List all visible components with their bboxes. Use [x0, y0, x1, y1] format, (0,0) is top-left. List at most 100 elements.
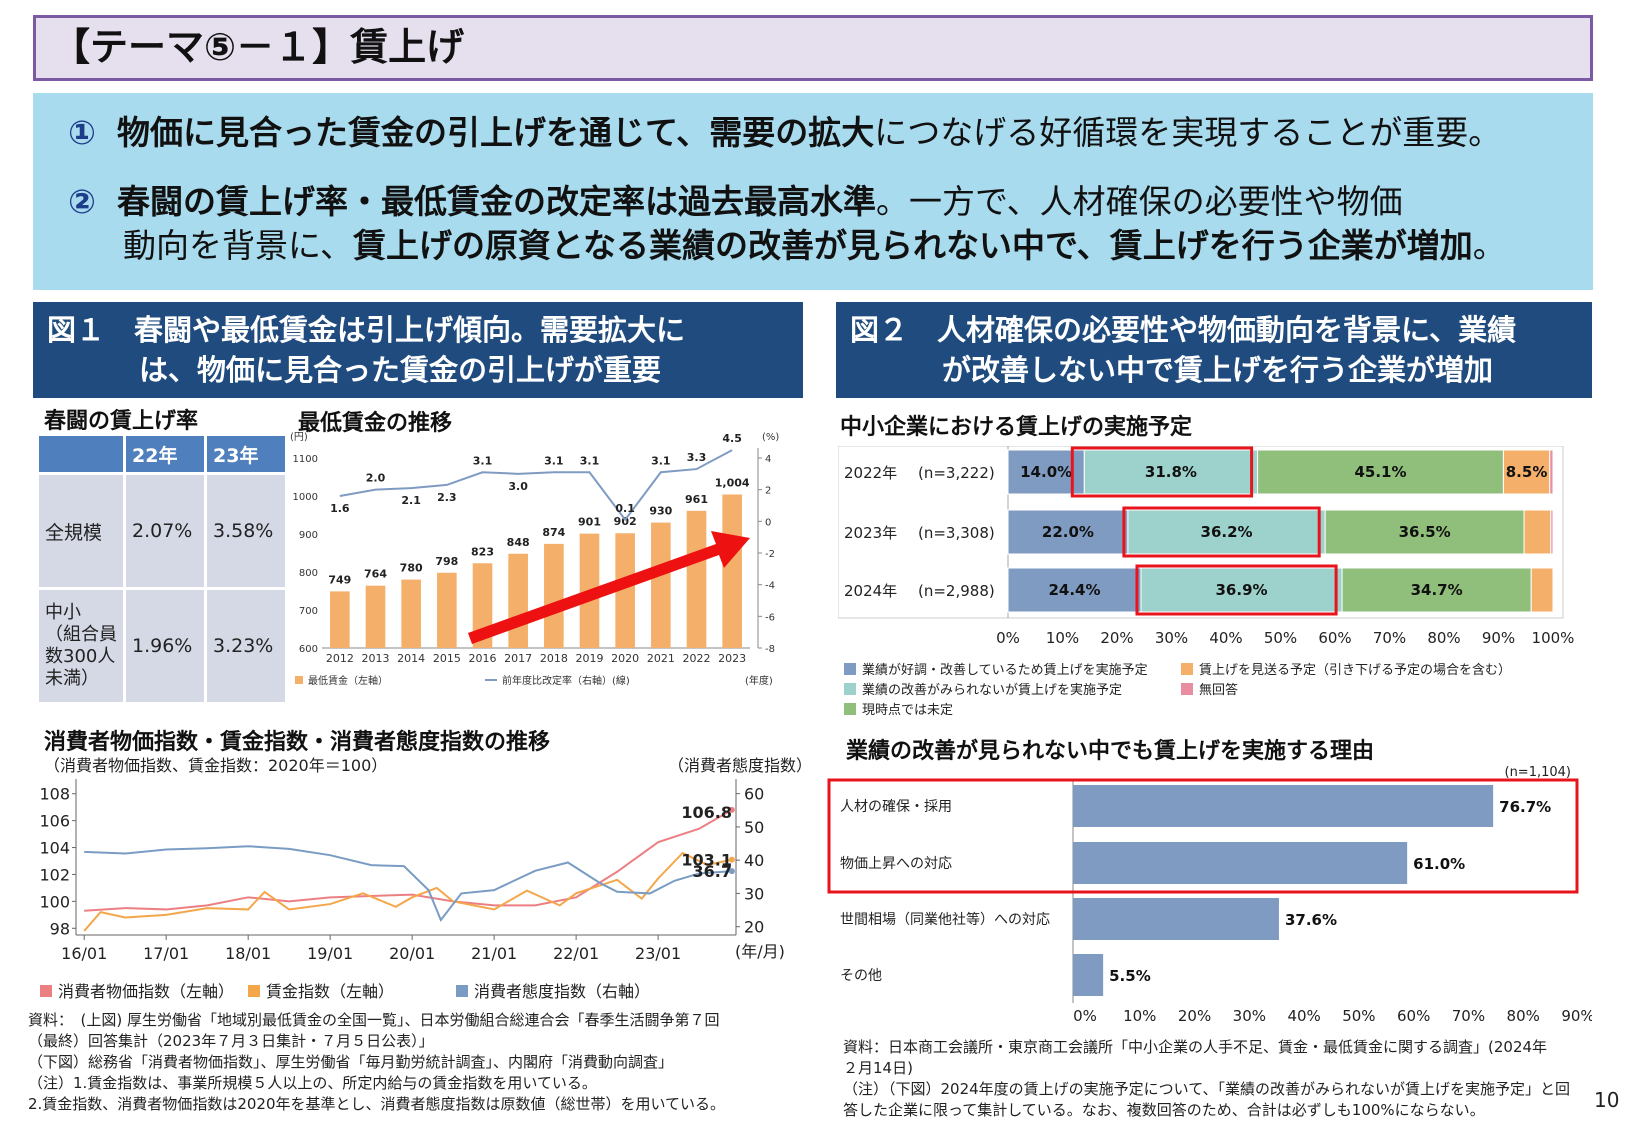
- price-index-chart: 98 100 102 104 106 108 20 30 40 50 60 16/01 17/01 18/…: [39, 779, 785, 1001]
- stacked-segment: [1549, 449, 1554, 495]
- series-end-label: 36.7: [693, 862, 732, 881]
- x-tick-label: 2021: [647, 652, 675, 665]
- y2-tick-label: 0: [765, 517, 771, 528]
- y-tick-label: 600: [299, 644, 318, 655]
- summary-text-3: 動向を背景に、: [123, 226, 354, 265]
- reasons-title: 業績の改善が見られない中でも賃上げを実施する理由: [846, 739, 1375, 764]
- x-tick-label: 70%: [1373, 629, 1406, 647]
- x-tick-label: 0%: [996, 629, 1020, 647]
- y-axis-unit: (円): [290, 432, 308, 443]
- y-tick-label: 800: [299, 568, 318, 579]
- stacked-segment: [1007, 567, 1142, 613]
- y-tick-label: 102: [39, 865, 70, 884]
- min-wage-bar: [401, 579, 421, 648]
- category-label: 物価上昇への対応: [840, 856, 952, 872]
- min-wage-bar: [437, 572, 457, 648]
- x-axis-unit: (年/月): [735, 942, 785, 961]
- stacked-segment: [1083, 449, 1259, 495]
- y2-tick-label: -6: [765, 612, 775, 623]
- legend-label: 消費者物価指数（左軸）: [58, 982, 234, 1001]
- series-line: [84, 809, 733, 912]
- n-label: (n=1,104): [1505, 765, 1572, 780]
- category-label: 人材の確保・採用: [840, 799, 952, 815]
- bar-value-label: 874: [542, 526, 565, 539]
- x-tick-label: 2023: [718, 652, 746, 665]
- note-line: 2.賃金指数、消費者物価指数は2020年を基準とし、消費者態度指数は原数値（総世…: [28, 1095, 726, 1113]
- summary-text-3-end: 。: [1472, 226, 1506, 265]
- bar-value-label: 902: [614, 515, 637, 528]
- line-value-label: 3.0: [508, 480, 528, 493]
- trend-arrow: [468, 531, 750, 644]
- min-wage-chart: (円) (%) 600 700 800 900 1000 1100 -8 -6 -4 -2 0 2 4 749…: [290, 432, 779, 687]
- min-wage-bar: [365, 585, 386, 648]
- y2-tick-label: -4: [765, 581, 775, 592]
- x-tick-label: 20/01: [389, 944, 435, 963]
- x-tick-label: 60%: [1318, 629, 1351, 647]
- page-title: 【テーマ⑤－１】賃上げ: [52, 25, 465, 69]
- bar-value-label: 1,004: [715, 476, 750, 489]
- table-header-23: 23年: [207, 436, 285, 472]
- highlight-box: [827, 778, 1579, 894]
- bar-value-label: 780: [400, 562, 423, 575]
- series-line: [84, 845, 732, 923]
- line-value-label: 3.1: [580, 454, 600, 467]
- line-value-label: 3.1: [544, 454, 564, 467]
- table-cell: 1.96%: [126, 590, 204, 702]
- min-wage-bar: [651, 522, 671, 648]
- table-cell: 2.07%: [126, 475, 204, 587]
- note-line: （下図）総務省「消費者物価指数」、厚生労働省「毎月勤労統計調査」、内閣府「消費動…: [28, 1053, 674, 1071]
- x-tick-label: 20%: [1100, 629, 1133, 647]
- note-line: （注）1.賃金指数は、事業所規模５人以上の、所定内給与の賃金指数を用いている。: [28, 1074, 597, 1092]
- series-end-marker: [728, 868, 735, 875]
- summary-line-1: ① 物価に見合った賃金の引上げを通じて、需要の拡大につなげる好循環を実現すること…: [68, 111, 1501, 155]
- line-value-label: 3.1: [651, 454, 671, 467]
- figure2-heading-line2: が改善しない中で賃上げを行う企業が増加: [942, 353, 1494, 387]
- legend-label: 現時点では未定: [862, 703, 953, 718]
- stacked-segment: [1530, 567, 1554, 613]
- table-cell: 3.23%: [207, 590, 285, 702]
- figure1-heading-line2: は、物価に見合った賃金の引上げが重要: [139, 353, 662, 387]
- x-tick-label: 30%: [1155, 629, 1188, 647]
- line-value-label: 2.0: [366, 472, 386, 485]
- note-line: （最終）回答集計（2023年７月３日集計・７月５日公表）」: [28, 1032, 434, 1050]
- note-line: 資料： (上図) 厚生労働省「地域別最低賃金の全国一覧」、日本労働組合総連合会「…: [28, 1011, 720, 1029]
- segment-label: 34.7%: [1411, 581, 1463, 599]
- legend-swatch: [1181, 663, 1193, 675]
- segment-label: 36.2%: [1201, 523, 1253, 541]
- page-number: 10: [1594, 1088, 1620, 1112]
- summary-bold-1: 物価に見合った賃金の引上げを通じて、需要の拡大: [116, 113, 875, 152]
- legend-label-line: 前年度比改定率（右軸）(線): [502, 674, 630, 687]
- min-wage-title: 最低賃金の推移: [298, 411, 453, 436]
- figure2-heading: 図２ 人材確保の必要性や物価動向を背景に、業績 が改善しない中で賃上げを行う企業…: [836, 302, 1592, 398]
- reason-bar: [1073, 842, 1408, 884]
- x-tick-label: 80%: [1427, 629, 1460, 647]
- bar-value-label: 930: [649, 505, 672, 518]
- bar-value-label: 61.0%: [1413, 855, 1465, 873]
- price-index-subtitle: （消費者物価指数、賃金指数：2020年＝100）: [44, 756, 388, 775]
- table-header-22: 22年: [126, 436, 204, 472]
- x-tick-label: 50%: [1264, 629, 1297, 647]
- n-label: (n=2,988): [918, 582, 995, 600]
- summary-bold-2: 春闘の賃上げ率・最低賃金の改定率は過去最高水準: [116, 182, 876, 221]
- highlight-box: [1070, 446, 1254, 498]
- figure1-heading: 図１ 春闘や最低賃金は引上げ傾向。需要拡大に は、物価に見合った賃金の引上げが重…: [33, 302, 803, 398]
- x-tick-label: 40%: [1287, 1007, 1320, 1025]
- table-cell: 3.58%: [207, 475, 285, 587]
- category-label: 2024年: [844, 582, 897, 600]
- legend-swatch-bar: [295, 676, 303, 684]
- plot-frame: [838, 446, 1564, 619]
- x-tick-label: 60%: [1397, 1007, 1430, 1025]
- x-tick-label: 2015: [433, 652, 461, 665]
- y2-tick-label: -2: [765, 549, 775, 560]
- y-tick-label: 108: [39, 785, 70, 804]
- summary-text-2: 。一方で、人材確保の必要性や物価: [875, 182, 1403, 221]
- legend-label: 無回答: [1199, 682, 1238, 698]
- stacked-segment: [1523, 509, 1552, 555]
- category-label: 2023年: [844, 524, 897, 542]
- y-tick-label: 98: [50, 919, 70, 938]
- reason-bar: [1073, 954, 1104, 996]
- y2-tick-label: 30: [744, 884, 764, 903]
- segment-label: 45.1%: [1354, 463, 1406, 481]
- y-tick-label: 700: [299, 606, 318, 617]
- summary-box: ① 物価に見合った賃金の引上げを通じて、需要の拡大につなげる好循環を実現すること…: [33, 93, 1593, 290]
